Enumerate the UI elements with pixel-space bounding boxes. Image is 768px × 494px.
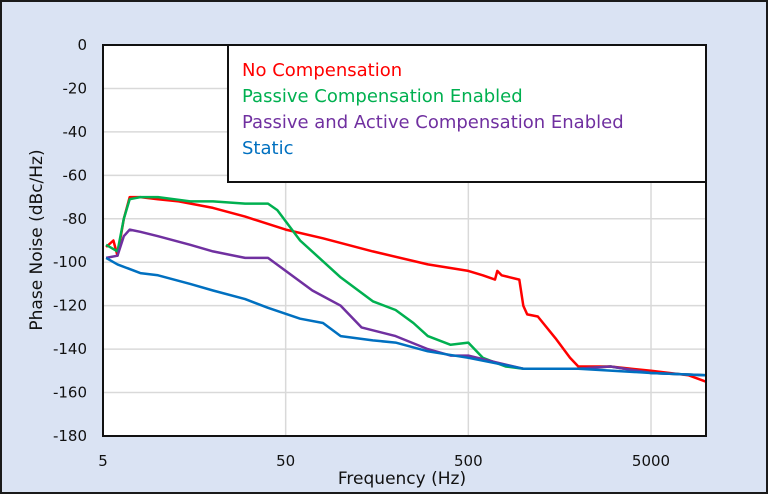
x-tick-label: 500 [454, 452, 483, 470]
x-tick-label: 5 [98, 452, 108, 470]
y-tick-label: -80 [63, 210, 88, 228]
legend: No Compensation Passive Compensation Ena… [227, 44, 707, 183]
series-line-3 [105, 256, 707, 377]
legend-static: Static [242, 138, 293, 159]
x-axis-label: Frequency (Hz) [338, 469, 466, 489]
tick-labels: 0 -20 -40 -60 -80 -100 -120 -140 -160 -180 5 50 500 5… [53, 36, 670, 470]
legend-box [227, 44, 707, 183]
y-tick-label: -40 [63, 123, 88, 141]
x-tick-label: 5000 [632, 452, 670, 470]
y-tick-label: -140 [53, 340, 87, 358]
y-tick-label: -100 [53, 253, 87, 271]
legend-passive-active-compensation: Passive and Active Compensation Enabled [242, 112, 624, 133]
legend-no-compensation: No Compensation [242, 60, 402, 81]
y-tick-label: -180 [53, 427, 87, 445]
y-axis-label: Phase Noise (dBc/Hz) [27, 149, 47, 330]
legend-passive-compensation: Passive Compensation Enabled [242, 86, 523, 107]
y-tick-label: -160 [53, 384, 87, 402]
y-tick-label: -120 [53, 297, 87, 315]
x-tick-label: 50 [276, 452, 295, 470]
series-lines [105, 195, 707, 383]
y-tick-label: -20 [63, 79, 88, 97]
y-tick-label: 0 [77, 36, 87, 54]
y-tick-label: -60 [63, 166, 88, 184]
